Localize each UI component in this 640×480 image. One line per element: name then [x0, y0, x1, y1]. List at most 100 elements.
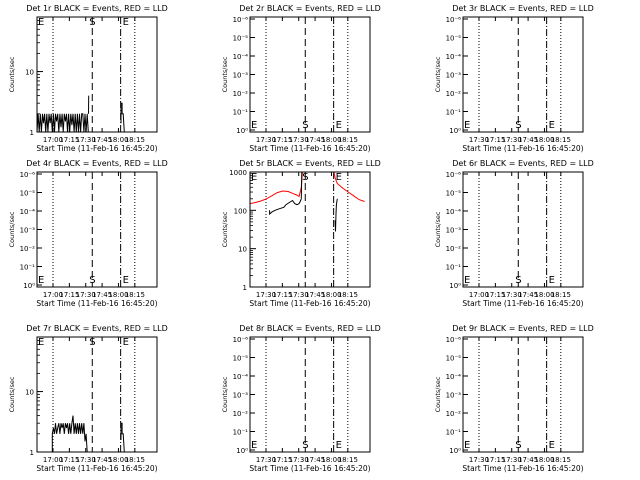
y-tick-label: 10⁰: [236, 127, 248, 135]
panel-title: Det 9r BLACK = Events, RED = LLD: [452, 324, 594, 333]
x-tick-label: 17:45: [305, 456, 325, 464]
x-tick-label: 17:45: [518, 456, 538, 464]
panel-5: Det 5r BLACK = Events, RED = LLD17:3017:…: [221, 159, 381, 308]
marker-label-E: E: [336, 120, 342, 131]
y-tick-label: 10⁻²: [446, 90, 462, 98]
events-series-0: [51, 415, 88, 453]
y-axis-label: Counts/sec: [8, 376, 16, 412]
y-tick-label: 10⁻⁶: [233, 336, 249, 344]
x-tick-label: 17:45: [305, 136, 325, 144]
x-tick-label: 17:30: [469, 136, 489, 144]
x-tick-label: 17:30: [289, 456, 309, 464]
x-tick-label: 17:30: [76, 456, 96, 464]
y-tick-label: 10⁻¹: [446, 109, 462, 117]
x-tick-label: 18:00: [534, 291, 554, 299]
y-tick-label: 10⁻⁵: [446, 190, 462, 198]
y-tick-label: 10⁻⁶: [233, 16, 249, 24]
x-tick-label: 17:30: [469, 456, 489, 464]
x-tick-label: 17:15: [272, 456, 292, 464]
plot-frame: [462, 336, 584, 453]
y-tick-label: 1: [30, 449, 34, 457]
y-tick-label: 10: [25, 69, 34, 77]
marker-label-E: E: [549, 120, 555, 131]
y-tick-label: 10⁻⁵: [233, 355, 249, 363]
y-axis-label: Counts/sec: [434, 211, 442, 247]
y-axis-label: Counts/sec: [221, 376, 229, 412]
x-tick-label: 18:00: [108, 136, 128, 144]
x-tick-label: 17:30: [76, 291, 96, 299]
y-tick-label: 10⁻⁴: [446, 208, 462, 216]
x-tick-label: 17:45: [518, 136, 538, 144]
marker-label-E: E: [251, 120, 257, 131]
x-tick-label: 18:00: [321, 456, 341, 464]
events-series-3: [300, 171, 303, 199]
x-axis-label: Start Time (11-Feb-16 16:45:20): [36, 144, 157, 153]
y-tick-label: 10⁻²: [233, 90, 249, 98]
x-tick-label: 17:15: [485, 456, 505, 464]
x-tick-label: 18:00: [534, 456, 554, 464]
x-tick-label: 18:15: [551, 456, 571, 464]
y-tick-label: 10⁻⁵: [446, 35, 462, 43]
y-axis-label: Counts/sec: [8, 211, 16, 247]
y-tick-label: 10⁻³: [233, 392, 249, 400]
y-tick-label: 10⁻⁵: [233, 35, 249, 43]
marker-label-E: E: [38, 17, 44, 28]
x-axis-label: Start Time (11-Feb-16 16:45:20): [249, 144, 370, 153]
marker-label-E: E: [549, 440, 555, 451]
y-tick-label: 10⁻⁴: [20, 208, 36, 216]
marker-label-S: S: [89, 275, 95, 286]
marker-label-S: S: [89, 17, 95, 28]
lld-series-0: [249, 171, 303, 205]
marker-label-E: E: [38, 337, 44, 348]
x-tick-label: 18:00: [321, 291, 341, 299]
x-tick-label: 18:15: [125, 456, 145, 464]
x-tick-label: 17:15: [59, 136, 79, 144]
events-series-4: [334, 198, 338, 232]
x-tick-label: 17:30: [256, 456, 276, 464]
x-tick-label: 18:15: [125, 291, 145, 299]
x-tick-label: 17:15: [59, 291, 79, 299]
y-tick-label: 10⁻⁶: [446, 16, 462, 24]
x-axis-label: Start Time (11-Feb-16 16:45:20): [462, 144, 583, 153]
y-tick-label: 10⁻¹: [233, 109, 249, 117]
panel-4: Det 4r BLACK = Events, RED = LLD17:0017:…: [8, 159, 168, 308]
y-tick-label: 10⁰: [23, 282, 35, 290]
x-tick-label: 17:30: [256, 291, 276, 299]
panel-title: Det 8r BLACK = Events, RED = LLD: [239, 324, 381, 333]
panel-6: Det 6r BLACK = Events, RED = LLD17:0017:…: [434, 159, 594, 308]
marker-label-S: S: [515, 275, 521, 286]
marker-label-S: S: [89, 337, 95, 348]
marker-label-E: E: [251, 172, 257, 183]
panel-1: Det 1r BLACK = Events, RED = LLD17:0017:…: [8, 4, 168, 153]
x-tick-label: 17:15: [272, 136, 292, 144]
y-axis-label: Counts/sec: [434, 376, 442, 412]
x-axis-label: Start Time (11-Feb-16 16:45:20): [36, 299, 157, 308]
panel-7: Det 7r BLACK = Events, RED = LLD17:0017:…: [8, 324, 168, 473]
y-tick-label: 10⁻²: [446, 410, 462, 418]
y-tick-label: 10⁰: [449, 282, 461, 290]
x-tick-label: 17:15: [485, 136, 505, 144]
y-tick-label: 10⁻⁵: [20, 190, 36, 198]
x-tick-label: 17:30: [289, 136, 309, 144]
y-tick-label: 10⁻⁶: [446, 336, 462, 344]
y-tick-label: 10⁻⁴: [233, 373, 249, 381]
x-tick-label: 17:00: [43, 456, 63, 464]
x-tick-label: 17:45: [518, 291, 538, 299]
panel-title: Det 6r BLACK = Events, RED = LLD: [452, 159, 594, 168]
marker-label-E: E: [464, 120, 470, 131]
events-series-2: [269, 198, 302, 216]
plot-frame: [249, 171, 371, 288]
marker-label-S: S: [302, 440, 308, 451]
y-tick-label: 10⁻³: [20, 227, 36, 235]
x-tick-label: 18:00: [108, 291, 128, 299]
x-tick-label: 18:15: [551, 136, 571, 144]
y-tick-label: 10⁻⁶: [446, 171, 462, 179]
y-tick-label: 1: [243, 284, 247, 292]
marker-label-E: E: [464, 275, 470, 286]
y-tick-label: 10⁰: [236, 447, 248, 455]
x-tick-label: 18:00: [108, 456, 128, 464]
y-tick-label: 10⁻⁴: [446, 373, 462, 381]
y-tick-label: 10⁻¹: [233, 429, 249, 437]
marker-label-E: E: [464, 440, 470, 451]
